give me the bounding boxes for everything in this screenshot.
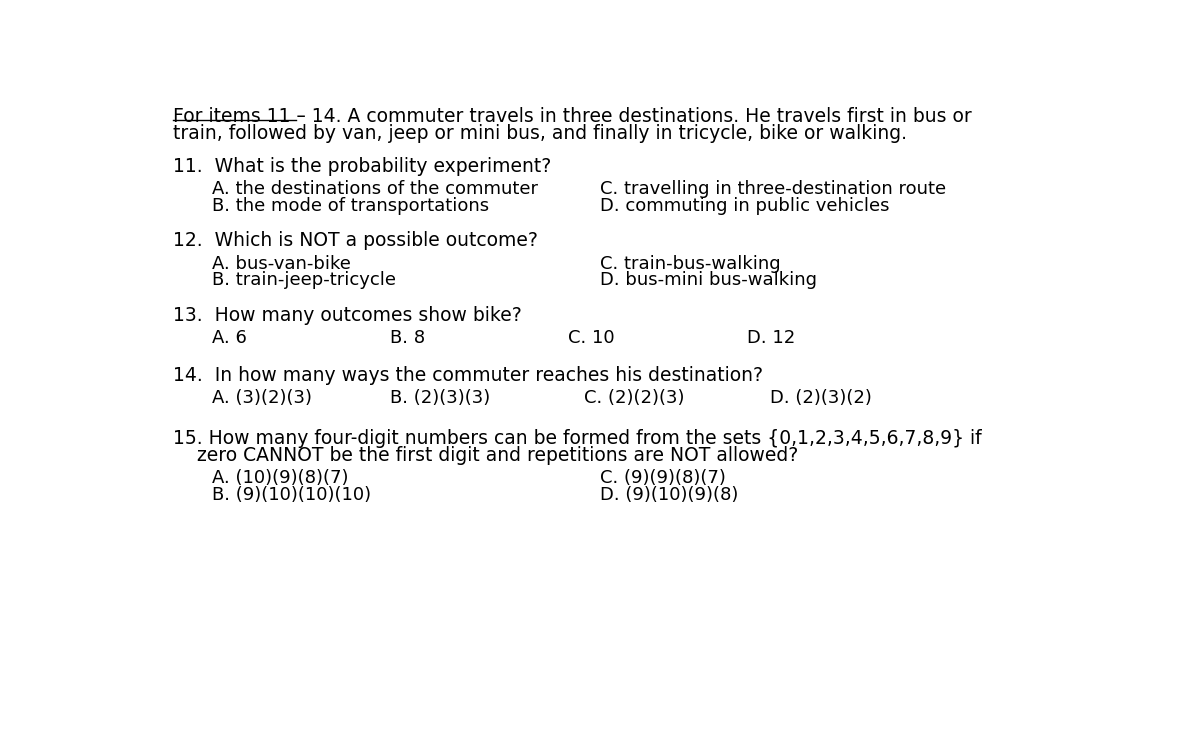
Text: 11.  What is the probability experiment?: 11. What is the probability experiment? [173,157,552,176]
Text: For items 11 – 14. A commuter travels in three destinations. He travels first in: For items 11 – 14. A commuter travels in… [173,107,972,126]
Text: B. train-jeep-tricycle: B. train-jeep-tricycle [212,271,396,290]
Text: B. (2)(3)(3): B. (2)(3)(3) [390,390,491,407]
Text: C. travelling in three-destination route: C. travelling in three-destination route [600,180,946,198]
Text: D. commuting in public vehicles: D. commuting in public vehicles [600,197,889,215]
Text: C. train-bus-walking: C. train-bus-walking [600,254,780,273]
Text: A. (3)(2)(3): A. (3)(2)(3) [212,390,312,407]
Text: 13.  How many outcomes show bike?: 13. How many outcomes show bike? [173,306,522,325]
Text: 14.  In how many ways the commuter reaches his destination?: 14. In how many ways the commuter reache… [173,366,763,385]
Text: B. (9)(10)(10)(10): B. (9)(10)(10)(10) [212,487,371,504]
Text: 15. How many four-digit numbers can be formed from the sets {0,1,2,3,4,5,6,7,8,9: 15. How many four-digit numbers can be f… [173,429,982,448]
Text: C. (9)(9)(8)(7): C. (9)(9)(8)(7) [600,470,725,487]
Text: A. bus-van-bike: A. bus-van-bike [212,254,350,273]
Text: C. (2)(2)(3): C. (2)(2)(3) [584,390,684,407]
Text: D. (9)(10)(9)(8): D. (9)(10)(9)(8) [600,487,738,504]
Text: B. the mode of transportations: B. the mode of transportations [212,197,490,215]
Text: D. (2)(3)(2): D. (2)(3)(2) [770,390,872,407]
Text: train, followed by van, jeep or mini bus, and finally in tricycle, bike or walki: train, followed by van, jeep or mini bus… [173,124,907,143]
Text: A. (10)(9)(8)(7): A. (10)(9)(8)(7) [212,470,348,487]
Text: 12.  Which is NOT a possible outcome?: 12. Which is NOT a possible outcome? [173,232,538,251]
Text: D. bus-mini bus-walking: D. bus-mini bus-walking [600,271,816,290]
Text: zero CANNOT be the first digit and repetitions are NOT allowed?: zero CANNOT be the first digit and repet… [173,446,798,465]
Text: C. 10: C. 10 [569,329,616,347]
Text: D. 12: D. 12 [746,329,796,347]
Text: A. 6: A. 6 [212,329,247,347]
Text: A. the destinations of the commuter: A. the destinations of the commuter [212,180,538,198]
Text: B. 8: B. 8 [390,329,425,347]
